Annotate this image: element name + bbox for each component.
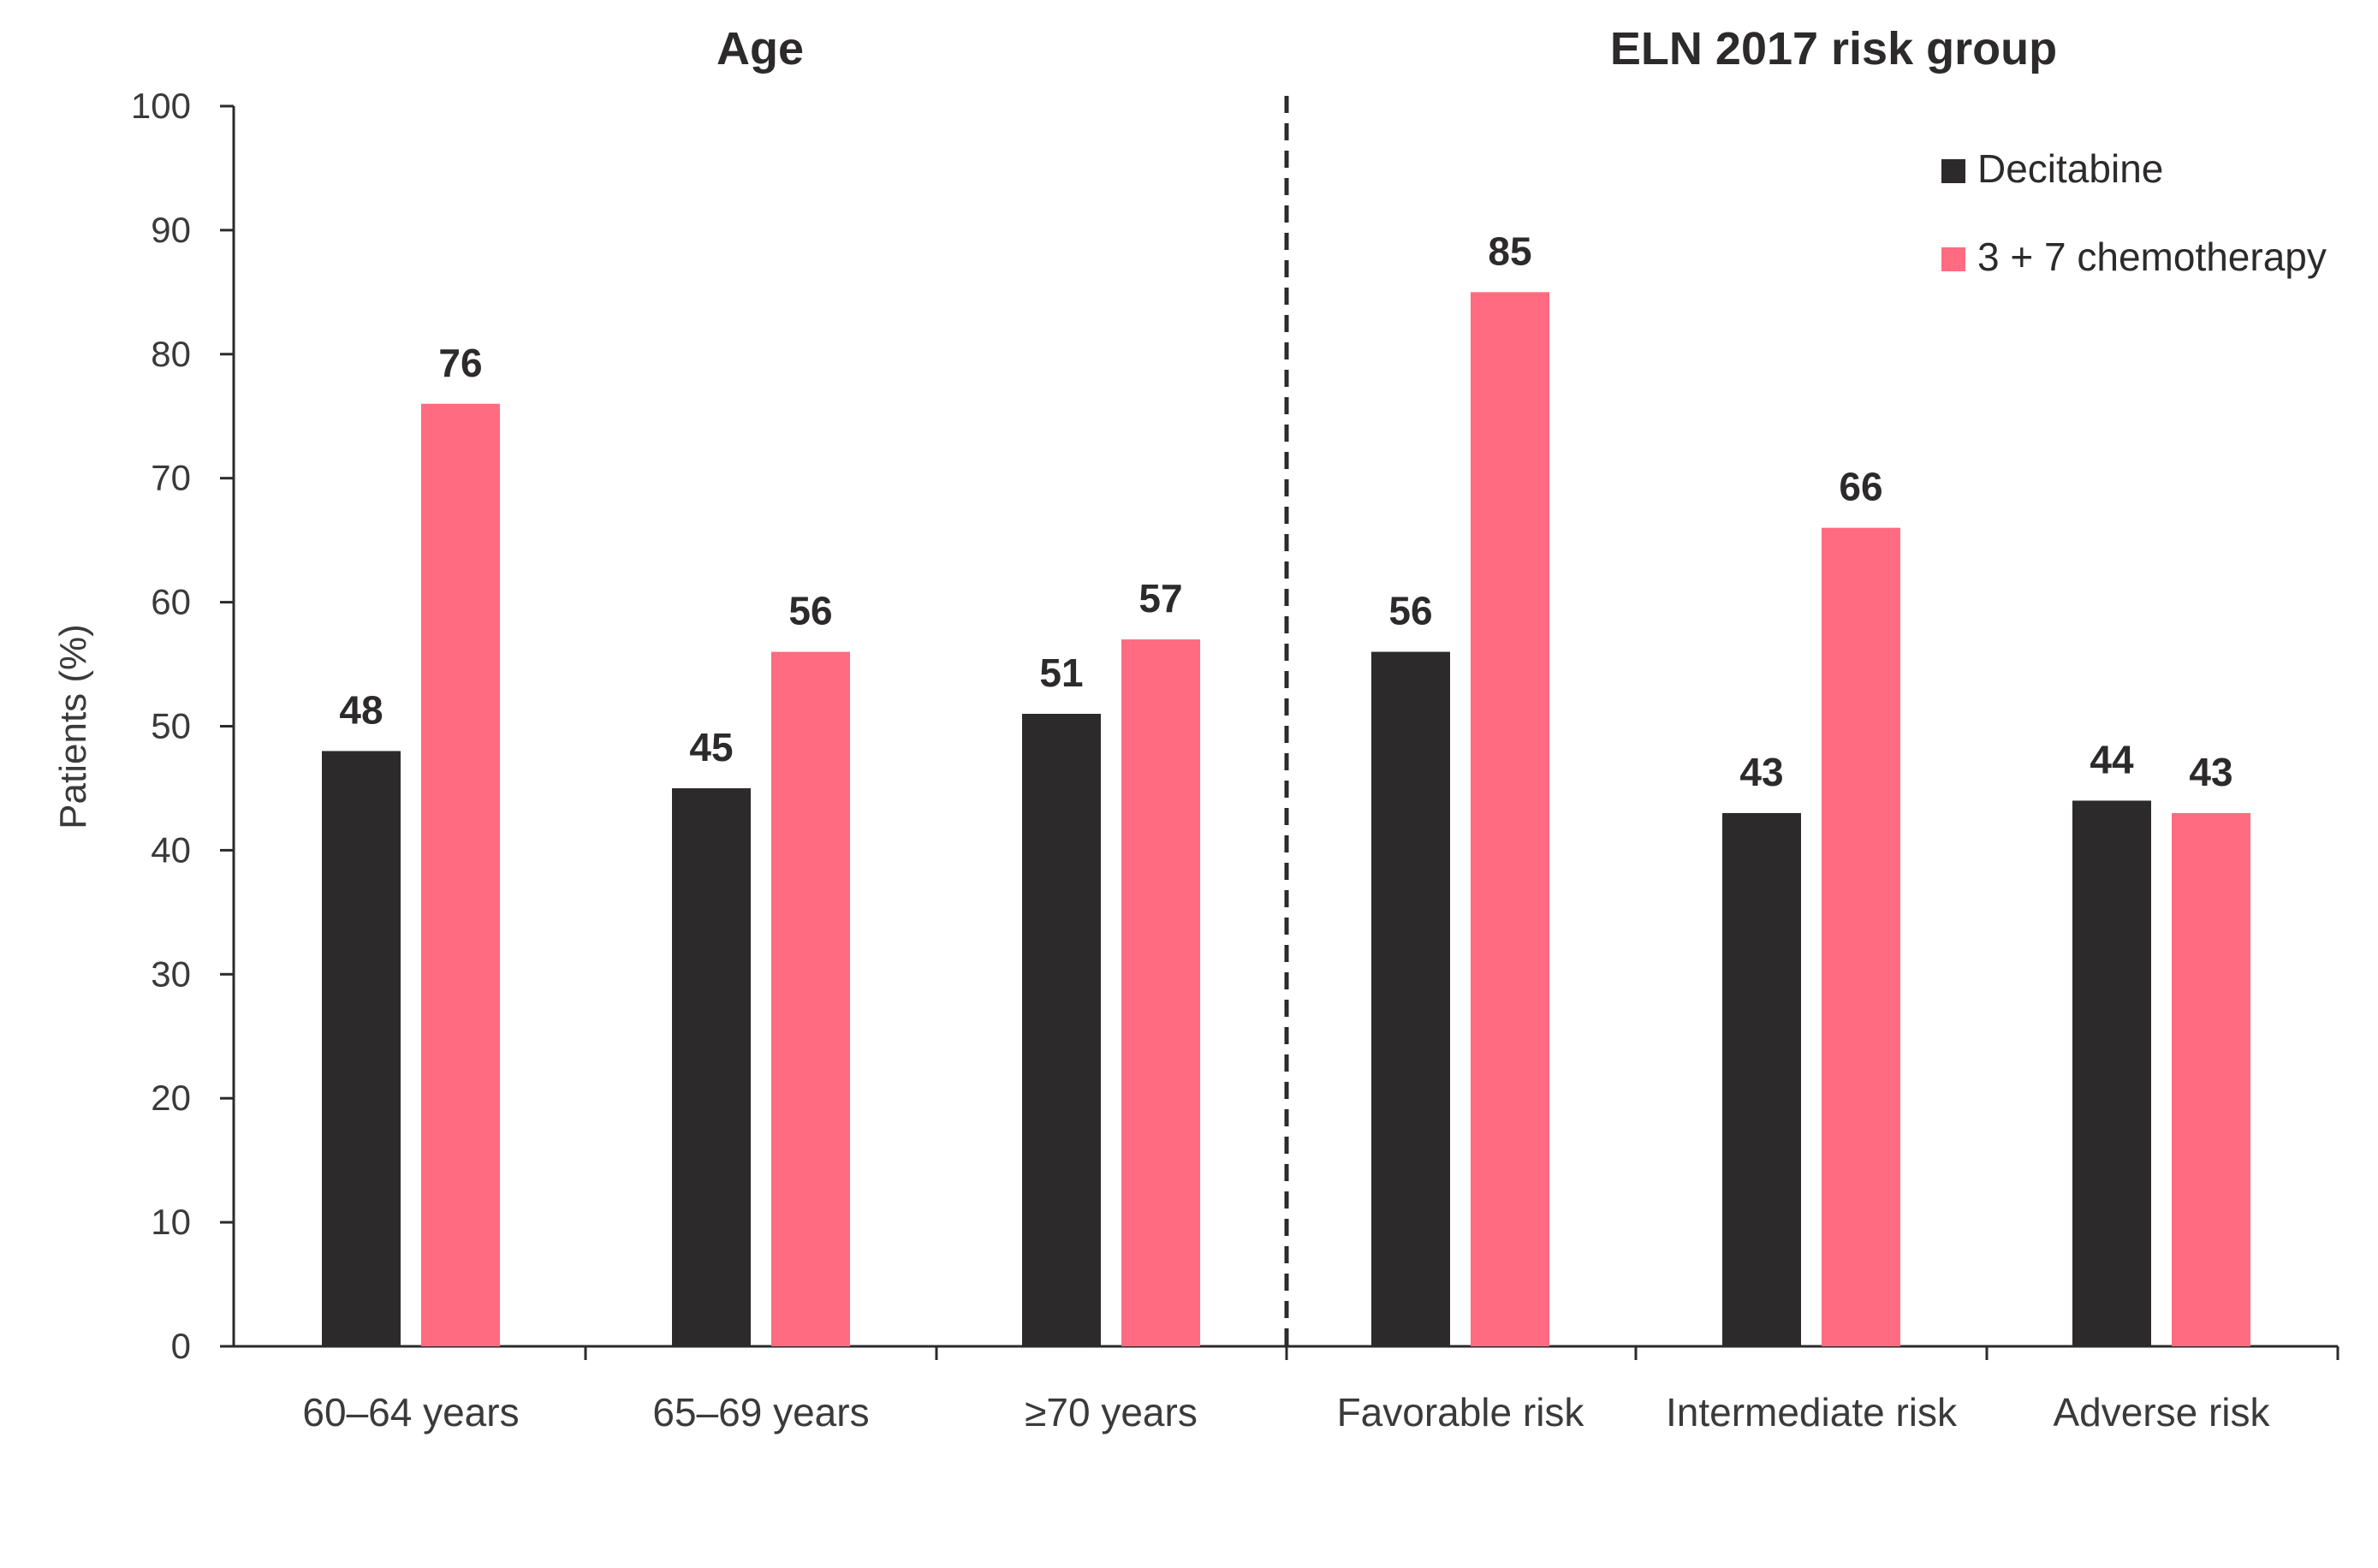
x-axis: [234, 1345, 2339, 1360]
bar-decitabine: [672, 787, 751, 1346]
y-tick-label: 40: [151, 829, 191, 870]
bar-chemotherapy: [2172, 812, 2250, 1346]
y-tick-label: 50: [151, 706, 191, 746]
group-title: Age: [716, 23, 804, 74]
bar-value-label: 56: [788, 589, 832, 633]
bar-value-label: 57: [1138, 576, 1182, 621]
bar-value-label: 85: [1488, 229, 1531, 273]
bar-value-label: 45: [689, 725, 733, 769]
bars: [322, 292, 2250, 1347]
y-tick-label: 60: [151, 582, 191, 622]
legend-label: 3 + 7 chemotherapy: [1977, 235, 2327, 279]
y-tick-label: 10: [151, 1202, 191, 1242]
bar-decitabine: [1022, 714, 1101, 1346]
y-axis-title: Patients (%): [52, 624, 94, 829]
bar-value-label: 43: [2189, 750, 2232, 794]
legend: Decitabine 3 + 7 chemotherapy: [1941, 146, 2327, 279]
y-tick-label: 0: [171, 1326, 191, 1366]
y-tick-label: 100: [131, 86, 191, 126]
y-tick-label: 70: [151, 458, 191, 498]
bar-chemotherapy: [1471, 292, 1549, 1347]
bar-chemotherapy: [1121, 639, 1200, 1346]
group-title: ELN 2017 risk group: [1610, 23, 2057, 74]
bar-chemotherapy: [421, 403, 500, 1346]
x-tick-label: Favorable risk: [1337, 1390, 1585, 1434]
bar-value-label: 66: [1839, 465, 1882, 509]
bar-decitabine: [322, 751, 401, 1346]
bar-value-label: 56: [1388, 589, 1432, 633]
bar-value-label: 48: [339, 687, 383, 732]
bar-value-label: 76: [438, 341, 482, 385]
bar-chemotherapy: [1822, 527, 1900, 1346]
group-titles: Age ELN 2017 risk group: [716, 23, 2057, 74]
y-tick-label: 20: [151, 1078, 191, 1118]
bar-decitabine: [1371, 651, 1450, 1346]
y-tick-label: 30: [151, 953, 191, 994]
x-tick-label: Intermediate risk: [1666, 1390, 1958, 1434]
x-tick-label: ≥70 years: [1025, 1390, 1198, 1434]
bar-decitabine: [2072, 800, 2151, 1346]
bar-decitabine: [1722, 812, 1801, 1346]
legend-swatch: [1941, 247, 1965, 271]
y-tick-label: 90: [151, 210, 191, 250]
bar-chemotherapy: [771, 651, 850, 1346]
y-tick-label: 80: [151, 334, 191, 374]
bar-value-label: 44: [2090, 737, 2134, 781]
bar-value-label: 43: [1739, 750, 1783, 794]
bar-value-label: 51: [1039, 650, 1083, 695]
x-tick-label: Adverse risk: [2053, 1390, 2270, 1434]
x-tick-label: 65–69 years: [652, 1390, 869, 1434]
y-axis: 0 10 20 30 40 50 60 70 80 90 100: [131, 86, 235, 1366]
x-tick-label: 60–64 years: [302, 1390, 519, 1434]
data-labels: 48 45 51 56 43 44 76 56 57 85 66 43: [339, 229, 2232, 794]
legend-label: Decitabine: [1977, 146, 2163, 191]
legend-swatch: [1941, 159, 1965, 183]
x-tick-labels: 60–64 years 65–69 years ≥70 years Favorable…: [302, 1390, 2270, 1434]
